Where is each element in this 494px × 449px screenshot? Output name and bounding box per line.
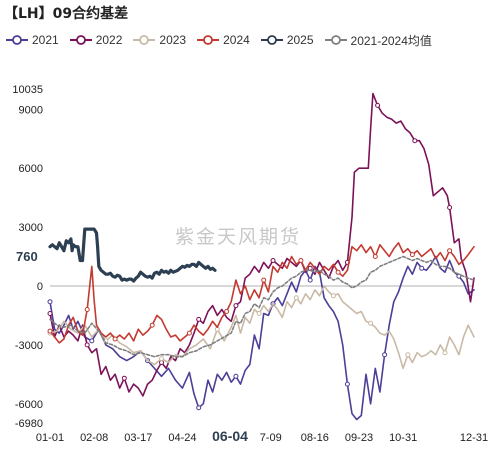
series-line-2021-2024均值 — [49, 255, 475, 358]
legend-marker-icon — [6, 35, 28, 45]
x-tick-label: 10-31 — [389, 432, 417, 444]
series-point-2022 — [196, 316, 202, 322]
series-point-2023 — [256, 311, 262, 316]
series-point-2022 — [47, 311, 53, 316]
series-line-2023 — [49, 285, 475, 370]
series-line-2025 — [48, 227, 217, 283]
chart-title: 【LH】09合约基差 — [4, 6, 129, 22]
series-point-2022 — [84, 342, 90, 348]
x-tick-label: 12-31 — [460, 432, 488, 444]
legend-marker-icon — [69, 35, 92, 45]
series-point-2021 — [344, 381, 350, 387]
series-line-2022 — [49, 92, 475, 397]
series-point-2024 — [372, 254, 378, 259]
series-point-2024 — [298, 258, 304, 263]
legend-item-2025[interactable]: 2025 — [260, 33, 314, 47]
series-point-2022 — [375, 102, 381, 108]
y-tick-label: -3000 — [15, 340, 43, 352]
y-tick-label: 0 — [37, 281, 43, 293]
legend-marker-icon — [260, 35, 283, 45]
legend-label: 2021-2024均值 — [350, 33, 432, 48]
x-tick-label: 09-23 — [345, 432, 373, 444]
series-point-2021 — [233, 373, 239, 379]
legend-marker-icon — [324, 35, 347, 45]
y-tick-label: 3000 — [19, 222, 43, 234]
series-point-2024 — [149, 322, 155, 328]
y-tick-label: -6000 — [15, 399, 43, 411]
y-tick-label: -6980 — [15, 418, 43, 430]
legend-label: 2023 — [159, 33, 187, 47]
current-value-label: 760 — [16, 249, 38, 264]
series-point-2021 — [419, 265, 425, 271]
series-point-2023 — [293, 295, 299, 301]
series-point-2023 — [405, 352, 411, 358]
series-point-2024 — [447, 248, 453, 254]
series-point-2024 — [47, 328, 53, 334]
series-point-2024 — [186, 330, 192, 336]
series-point-2023 — [330, 293, 336, 299]
x-tick-label: 04-24 — [168, 432, 196, 444]
series-point-2022 — [121, 375, 127, 381]
legend-marker-icon — [133, 35, 156, 45]
legend-item-2021-2024均值[interactable]: 2021-2024均值 — [324, 32, 432, 49]
series-point-2024 — [112, 336, 118, 342]
series-point-2022 — [233, 303, 239, 309]
x-tick-label: 7-09 — [260, 432, 282, 444]
legend-item-2023[interactable]: 2023 — [133, 33, 186, 47]
series-point-2023 — [442, 350, 448, 356]
y-tick-label: 10035 — [12, 84, 43, 96]
series-point-2022 — [307, 265, 313, 271]
series-point-2022 — [270, 258, 276, 263]
legend-label: 2021 — [32, 33, 59, 47]
series-point-2024 — [84, 307, 90, 312]
series-point-2021 — [196, 405, 202, 411]
series-point-2024 — [409, 252, 415, 258]
series-point-2021 — [307, 277, 313, 283]
watermark: 紫金天风期货 — [175, 226, 302, 248]
x-tick-label: 06-04 — [212, 428, 248, 444]
series-line-2024 — [49, 242, 475, 344]
x-tick-label: 02-08 — [80, 432, 108, 444]
series-point-2022 — [447, 205, 453, 210]
legend-item-2024[interactable]: 2024 — [197, 33, 250, 47]
legend: 2021 2022 2023 2024 2025 2021-2024均值 — [6, 32, 443, 48]
series-point-2022 — [412, 138, 418, 144]
y-tick-label: 6000 — [19, 163, 43, 175]
x-tick-label: 01-01 — [36, 432, 64, 444]
series-point-2023 — [368, 320, 374, 326]
x-tick-label: 08-16 — [301, 432, 329, 444]
legend-label: 2024 — [223, 33, 250, 47]
x-tick-label: 03-17 — [124, 432, 152, 444]
series-point-2021 — [47, 299, 53, 305]
y-tick-label: 9000 — [19, 104, 43, 116]
legend-marker-icon — [197, 35, 220, 45]
series-point-2024 — [261, 277, 267, 283]
series-point-2021 — [89, 338, 95, 344]
series-point-2024 — [335, 269, 341, 275]
series-point-2023 — [159, 356, 164, 362]
series-point-2024 — [224, 309, 230, 314]
legend-item-2021[interactable]: 2021 — [6, 33, 59, 47]
legend-label: 2022 — [95, 33, 123, 47]
series-line-2021 — [49, 255, 475, 421]
series-point-2021 — [382, 352, 388, 358]
legend-label: 2025 — [286, 33, 314, 47]
legend-item-2022[interactable]: 2022 — [69, 33, 123, 47]
